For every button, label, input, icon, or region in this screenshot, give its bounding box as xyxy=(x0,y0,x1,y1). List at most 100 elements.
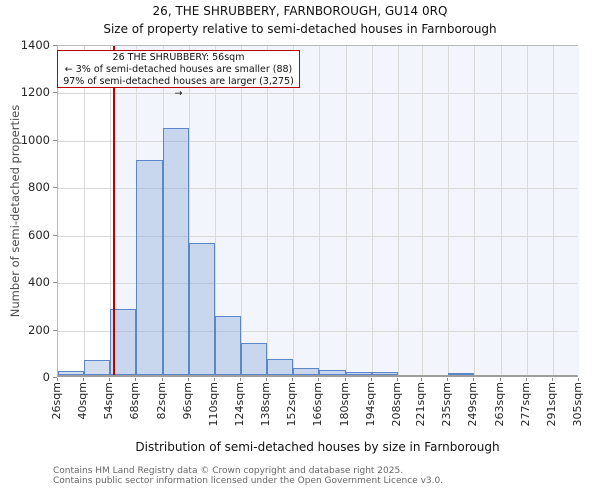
gridline-horizontal xyxy=(58,331,577,332)
x-tick-label: 124sqm xyxy=(233,382,246,427)
x-tick-mark xyxy=(161,378,163,381)
gridline-horizontal xyxy=(58,283,577,284)
footer-line-1: Contains HM Land Registry data © Crown c… xyxy=(53,466,404,476)
x-tick-mark xyxy=(83,378,85,381)
gridline-vertical xyxy=(346,46,347,375)
x-tick-label: 208sqm xyxy=(389,382,403,427)
histogram-bar xyxy=(319,369,346,375)
gridline-vertical xyxy=(215,46,216,375)
y-tick-label: 1000 xyxy=(20,132,50,147)
x-tick-label: 194sqm xyxy=(363,382,377,427)
x-tick-label: 40sqm xyxy=(76,382,90,420)
histogram-bar xyxy=(345,372,372,375)
y-tick-mark xyxy=(53,329,57,331)
y-tick-label: 1400 xyxy=(20,38,50,52)
x-tick-label: 68sqm xyxy=(128,382,142,420)
y-tick-label: 1200 xyxy=(20,85,50,100)
histogram-bar xyxy=(84,359,111,375)
histogram-bar xyxy=(58,371,85,375)
attribution-footer: Contains HM Land Registry data © Crown c… xyxy=(53,466,443,486)
histogram-bar xyxy=(371,372,398,375)
gridline-vertical xyxy=(189,46,190,375)
histogram-bar xyxy=(136,159,163,375)
annotation-property-line: 26 THE SHRUBBERY: 56sqm xyxy=(112,52,245,63)
chart-subtitle: Size of property relative to semi-detach… xyxy=(103,22,497,36)
gridline-vertical xyxy=(84,46,85,375)
gridline-vertical xyxy=(448,46,449,375)
plot-area xyxy=(57,45,579,377)
x-tick-label: 277sqm xyxy=(518,382,532,427)
y-tick-mark xyxy=(53,282,57,284)
x-tick-mark xyxy=(266,378,268,381)
x-tick-label: 138sqm xyxy=(259,382,273,427)
y-tick-mark xyxy=(53,45,57,46)
x-tick-label: 110sqm xyxy=(206,382,220,427)
annotation-smaller-line: ← 3% of semi-detached houses are smaller… xyxy=(64,64,293,75)
x-tick-mark xyxy=(135,378,137,381)
gridline-horizontal xyxy=(58,141,577,142)
gridline-horizontal xyxy=(58,236,577,237)
gridline-vertical xyxy=(501,46,502,375)
x-tick-mark xyxy=(551,378,553,381)
x-tick-label: 235sqm xyxy=(440,382,454,427)
x-tick-mark xyxy=(292,378,294,381)
gridline-vertical xyxy=(553,46,554,375)
x-tick-label: 180sqm xyxy=(337,382,351,427)
x-tick-mark xyxy=(344,378,346,381)
x-tick-label: 96sqm xyxy=(180,382,194,420)
histogram-bar xyxy=(448,373,475,375)
x-tick-mark xyxy=(109,378,111,381)
x-tick-label: 26sqm xyxy=(50,382,63,420)
x-tick-label: 152sqm xyxy=(285,382,299,427)
x-tick-label: 166sqm xyxy=(311,382,325,427)
gridline-vertical xyxy=(319,46,320,375)
x-tick-mark xyxy=(396,378,398,381)
gridline-vertical xyxy=(527,46,528,375)
x-tick-label: 82sqm xyxy=(154,382,168,420)
chart-title: 26, THE SHRUBBERY, FARNBOROUGH, GU14 0RQ xyxy=(152,4,448,18)
x-tick-mark xyxy=(578,378,579,381)
x-tick-label: 263sqm xyxy=(492,382,506,427)
y-tick-label: 800 xyxy=(28,180,50,195)
histogram-bar xyxy=(188,243,215,375)
x-tick-label: 54sqm xyxy=(102,382,116,420)
annotation-box: 26 THE SHRUBBERY: 56sqm ← 3% of semi-det… xyxy=(57,50,300,99)
x-tick-mark xyxy=(421,378,423,381)
x-tick-mark xyxy=(57,378,58,381)
gridline-vertical xyxy=(267,46,268,375)
x-tick-mark xyxy=(240,378,241,381)
x-tick-label: 291sqm xyxy=(544,382,558,427)
histogram-bar xyxy=(267,358,294,375)
y-tick-mark xyxy=(53,92,57,94)
y-tick-label: 400 xyxy=(28,275,50,290)
gridline-horizontal xyxy=(58,93,577,94)
footer-line-2: Contains public sector information licen… xyxy=(53,476,444,486)
x-tick-mark xyxy=(499,378,501,381)
histogram-bar xyxy=(293,367,320,375)
x-tick-mark xyxy=(525,378,527,381)
gridline-horizontal xyxy=(58,188,577,189)
gridline-vertical xyxy=(293,46,294,375)
y-tick-label: 200 xyxy=(28,322,50,337)
x-tick-mark xyxy=(187,378,189,381)
gridline-vertical xyxy=(372,46,373,375)
gridline-vertical xyxy=(241,46,242,375)
histogram-bar xyxy=(214,315,241,375)
x-tick-mark xyxy=(213,378,215,381)
x-tick-mark xyxy=(447,378,449,381)
gridline-vertical xyxy=(398,46,399,375)
gridline-vertical xyxy=(474,46,475,375)
x-tick-mark xyxy=(473,378,475,381)
gridline-vertical xyxy=(422,46,423,375)
y-tick-mark xyxy=(53,139,57,141)
histogram-bar xyxy=(241,342,268,375)
x-tick-label: 249sqm xyxy=(466,382,480,427)
y-tick-label: 0 xyxy=(42,370,50,384)
x-tick-mark xyxy=(318,378,320,381)
gridline-vertical xyxy=(110,46,111,375)
histogram-bar xyxy=(162,128,189,375)
property-size-marker-line xyxy=(113,46,116,375)
annotation-larger-line: 97% of semi-detached houses are larger (… xyxy=(63,76,294,99)
y-tick-mark xyxy=(53,377,57,378)
